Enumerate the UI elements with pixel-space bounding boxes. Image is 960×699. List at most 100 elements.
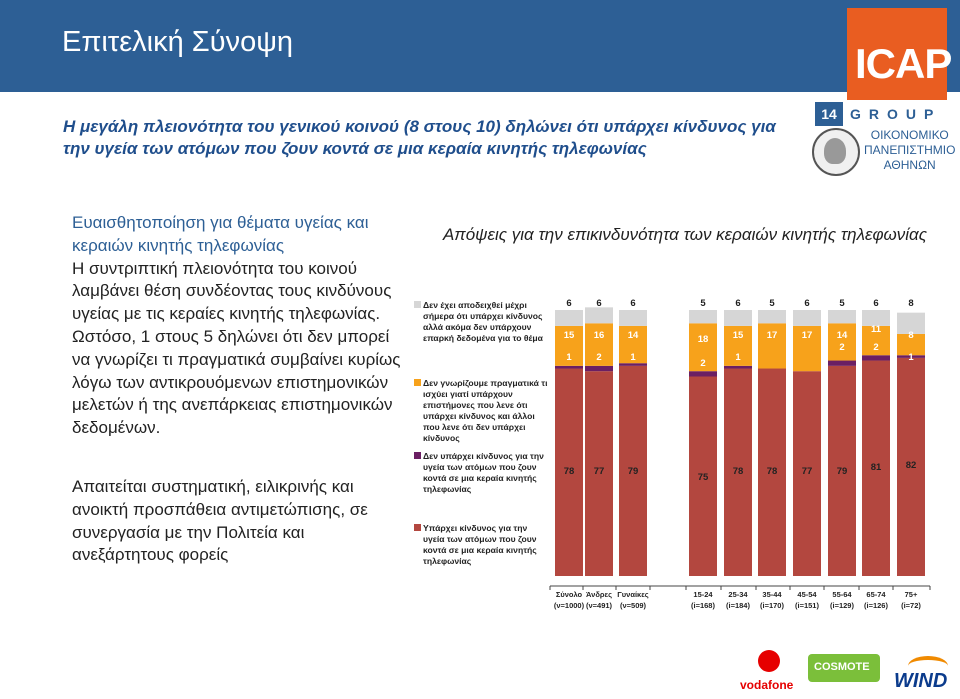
summary-paragraph-1: Η συντριπτική πλειονότητα του κοινού λαμ… — [72, 258, 401, 438]
bar-segment — [585, 365, 613, 372]
category-label: 25-34 — [728, 590, 748, 599]
bar-segment — [862, 360, 890, 576]
legend-swatch — [414, 301, 421, 308]
bar-segment — [897, 312, 925, 334]
bar-segment — [585, 371, 613, 576]
page-number: 14 — [815, 102, 843, 126]
bar-segment — [689, 376, 717, 576]
data-label: 2 — [873, 342, 878, 353]
summary-paragraph-2: Απαιτείται συστηματική, ειλικρινής και α… — [72, 476, 368, 565]
wind-arc-icon — [908, 656, 948, 676]
bar-segment — [724, 365, 752, 369]
category-label: (i=129) — [830, 601, 854, 610]
footer-logos: vodafone COSMOTE WIND — [738, 646, 960, 699]
bar-segment — [724, 325, 752, 366]
vodafone-icon — [758, 650, 780, 672]
data-label: 18 — [698, 334, 709, 345]
data-label: 81 — [871, 462, 882, 473]
data-label: 6 — [873, 298, 878, 309]
category-label: Σύνολο — [556, 590, 583, 599]
university-name: ΟΙΚΟΝΟΜΙΚΟ ΠΑΝΕΠΙΣΤΗΜΙΟ ΑΘΗΝΩΝ — [864, 128, 955, 173]
bar-segment — [862, 310, 890, 326]
group-text: GROUP — [850, 106, 942, 122]
data-label: 11 — [871, 324, 882, 335]
university-line-3: ΑΘΗΝΩΝ — [883, 158, 936, 172]
category-label: 35-44 — [762, 590, 782, 599]
data-label: 2 — [839, 342, 844, 353]
data-label: 1 — [566, 352, 572, 363]
data-label: 1 — [630, 352, 636, 363]
data-label: 15 — [564, 330, 575, 341]
bar-segment — [897, 357, 925, 576]
data-label: 2 — [700, 358, 705, 369]
bar-segment — [689, 310, 717, 324]
category-label: (i=126) — [864, 601, 888, 610]
bar-segment — [758, 368, 786, 576]
header-bar: Επιτελική Σύνοψη — [0, 0, 822, 92]
bar-segment — [724, 310, 752, 326]
data-label: 5 — [700, 298, 706, 309]
data-label: 6 — [566, 298, 571, 309]
summary-text: Ευαισθητοποίηση για θέματα υγείας και κε… — [72, 212, 402, 567]
data-label: 14 — [628, 330, 639, 341]
data-label: 6 — [804, 298, 809, 309]
data-label: 17 — [767, 330, 778, 341]
data-label: 79 — [628, 466, 639, 477]
data-label: 78 — [767, 466, 778, 477]
data-label: 1 — [735, 352, 741, 363]
category-label: (ν=1000) — [554, 601, 585, 610]
category-label: (i=168) — [691, 601, 715, 610]
bar-segment — [619, 325, 647, 364]
bar-segment — [793, 371, 821, 576]
bar-segment — [619, 310, 647, 326]
category-label: (ν=509) — [620, 601, 647, 610]
university-seal-icon — [812, 128, 860, 176]
bar-segment — [689, 323, 717, 372]
bar-segment — [828, 310, 856, 324]
data-label: 2 — [596, 352, 601, 363]
data-label: 6 — [596, 298, 601, 309]
category-label: (ν=491) — [586, 601, 613, 610]
data-label: 8 — [908, 330, 913, 341]
data-label: 16 — [594, 330, 605, 341]
bar-segment — [897, 355, 925, 358]
cosmote-logo: COSMOTE — [808, 654, 880, 682]
vodafone-text: vodafone — [740, 678, 794, 692]
data-label: 6 — [735, 298, 740, 309]
legend-swatch — [414, 524, 421, 531]
legend-label: Δεν έχει αποδειχθεί μέχρι σήμερα ότι υπά… — [423, 300, 543, 343]
data-label: 77 — [802, 466, 813, 477]
data-label: 77 — [594, 466, 605, 477]
category-label: (i=170) — [760, 601, 784, 610]
data-label: 78 — [564, 466, 575, 477]
bar-segment — [828, 360, 856, 366]
bar-segment — [758, 323, 786, 369]
data-label: 5 — [769, 298, 775, 309]
category-label: 45-54 — [797, 590, 817, 599]
icap-logo: ICAP — [847, 8, 952, 100]
bar-segment — [793, 325, 821, 372]
data-label: 6 — [630, 298, 635, 309]
bar-segment — [619, 365, 647, 576]
data-label: 1 — [908, 352, 914, 363]
bar-segment — [793, 310, 821, 326]
data-label: 14 — [837, 330, 848, 341]
category-label: 75+ — [905, 590, 918, 599]
bar-segment — [828, 323, 856, 361]
wind-text: WIND — [894, 670, 948, 692]
data-label: 17 — [802, 330, 813, 341]
bar-segment — [555, 365, 583, 369]
category-label: Άνδρες — [586, 590, 612, 599]
bar-segment — [619, 363, 647, 366]
university-line-2: ΠΑΝΕΠΙΣΤΗΜΙΟ — [864, 143, 956, 157]
data-label: 8 — [908, 298, 913, 309]
bar-segment — [862, 325, 890, 356]
bar-segment — [828, 365, 856, 576]
university-line-1: ΟΙΚΟΝΟΜΙΚΟ — [870, 128, 949, 142]
bar-segment — [689, 371, 717, 377]
data-label: 82 — [906, 460, 917, 471]
category-label: 15-24 — [693, 590, 713, 599]
bar-segment — [724, 368, 752, 576]
chart-title: Απόψεις για την επικινδυνότητα των κεραι… — [442, 225, 928, 244]
